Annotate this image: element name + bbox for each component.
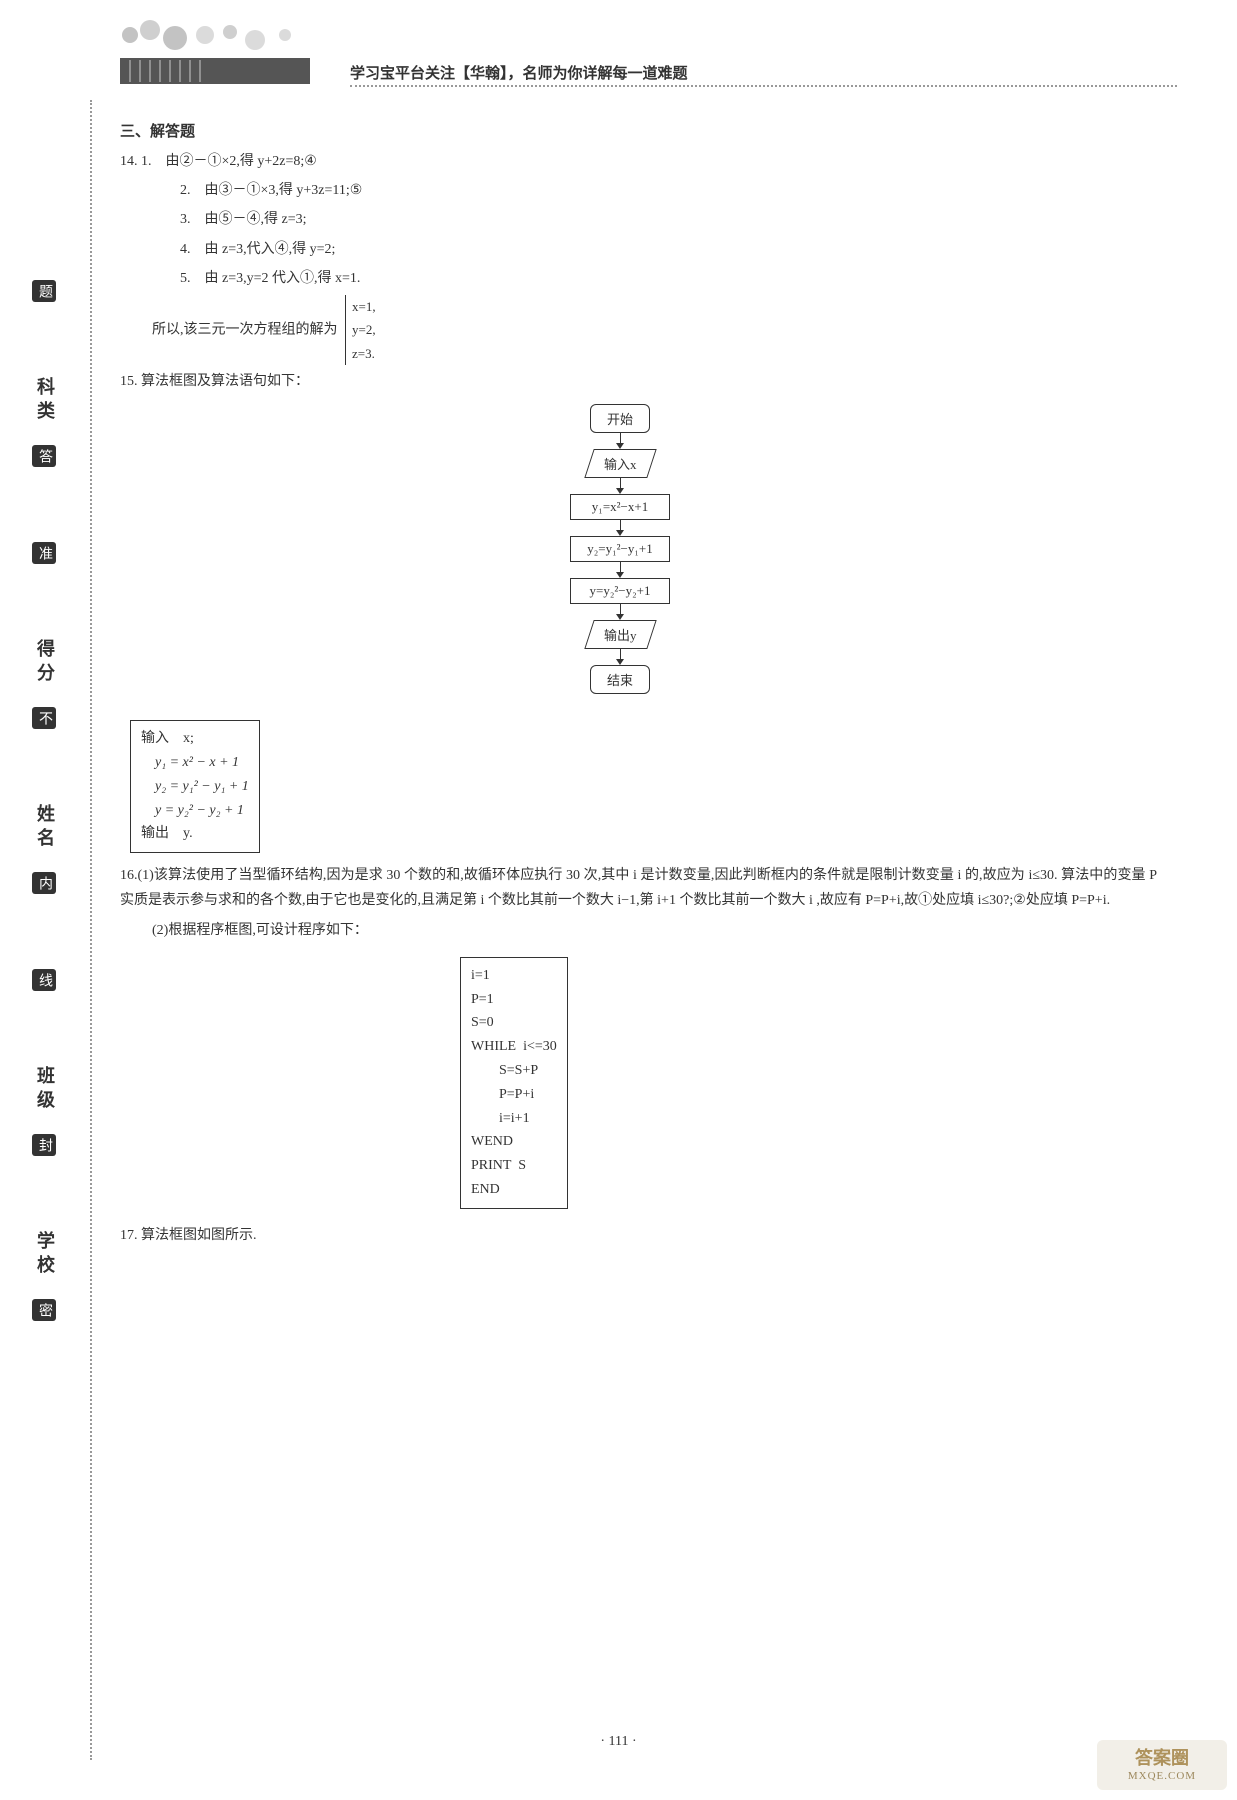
q16-code-box: i=1 P=1 S=0 WHILE i<=30 S=S+P P=P+i i=i+… xyxy=(460,957,568,1209)
q14-result: 所以,该三元一次方程组的解为 x=1, y=2, z=3. xyxy=(120,295,1157,365)
watermark-title: 答案圈 xyxy=(1097,1744,1227,1770)
tab-main: 得分 xyxy=(32,639,58,687)
page-header: 学习宝平台关注【华翰】，名师为你详解每一道难题 xyxy=(110,20,1197,100)
watermark-badge: 答案圈 MXQE.COM xyxy=(1097,1740,1227,1790)
code-line: S=S+P xyxy=(471,1059,557,1083)
tab-main: 科类 xyxy=(32,377,58,425)
code-line: y₁ = x² − x + 1 xyxy=(141,751,249,775)
code-line: P=1 xyxy=(471,988,557,1012)
tab-sub: 答 xyxy=(32,445,56,467)
left-margin-tabs: 题 科类 答 准 得分 不 姓名 内 线 班级 封 学校 密 xyxy=(32,280,58,1396)
page-number: · 111 · xyxy=(600,1734,636,1750)
tab-sub: 题 xyxy=(32,280,56,302)
flow-step: y₁=x²−x+1 xyxy=(570,494,670,520)
q14-sol-y: y=2, xyxy=(352,318,376,341)
flow-arrow-icon xyxy=(540,520,700,536)
tab-main: 班级 xyxy=(32,1066,58,1114)
tab-main: 学校 xyxy=(32,1231,58,1279)
flow-step: y₂=y₁²−y₁+1 xyxy=(570,536,670,562)
content-area: 三、解答题 14. 1. 由②－①×2,得 y+2z=8;④ 2. 由③－①×3… xyxy=(110,120,1197,1248)
tab-sub: 密 xyxy=(32,1299,56,1321)
tab-group: 学校 密 xyxy=(32,1231,58,1326)
header-title: 学习宝平台关注【华翰】，名师为你详解每一道难题 xyxy=(350,62,688,83)
q14-line: 5. 由 z=3,y=2 代入①,得 x=1. xyxy=(120,266,1157,291)
tab-group: 科类 答 xyxy=(32,377,58,472)
code-line: 输出 y. xyxy=(141,822,249,846)
flow-end: 结束 xyxy=(590,665,650,694)
tab-group: 得分 不 xyxy=(32,639,58,734)
code-line: 输入 x; xyxy=(141,727,249,751)
flow-output-label: 输出y xyxy=(604,625,637,644)
tab-group: 姓名 内 xyxy=(32,804,58,899)
watermark-url: MXQE.COM xyxy=(1097,1770,1227,1782)
tab-group: 线 xyxy=(32,969,58,996)
tab-sub: 封 xyxy=(32,1134,56,1156)
tab-group: 题 xyxy=(32,280,58,307)
code-line: y₂ = y₁² − y₁ + 1 xyxy=(141,775,249,799)
flow-arrow-icon xyxy=(540,478,700,494)
tab-sub: 内 xyxy=(32,872,56,894)
q14-line: 2. 由③－①×3,得 y+3z=11;⑤ xyxy=(120,178,1157,203)
section-title: 三、解答题 xyxy=(120,120,1157,141)
q17-intro: 17. 算法框图如图所示. xyxy=(120,1223,1157,1248)
flow-step: y=y₂²−y₂+1 xyxy=(570,578,670,604)
code-line: PRINT S xyxy=(471,1154,557,1178)
q14-result-prefix: 所以,该三元一次方程组的解为 xyxy=(152,322,338,337)
flow-arrow-icon xyxy=(540,562,700,578)
tab-sub: 准 xyxy=(32,542,56,564)
q16-para: 16.(1)该算法使用了当型循环结构,因为是求 30 个数的和,故循环体应执行 … xyxy=(120,863,1157,913)
q15-intro: 15. 算法框图及算法语句如下： xyxy=(120,369,1157,394)
code-line: S=0 xyxy=(471,1011,557,1035)
flow-input: 输入x xyxy=(584,449,656,478)
q16-part2-intro: (2)根据程序框图,可设计程序如下： xyxy=(120,918,1157,943)
q14-line: 14. 1. 由②－①×2,得 y+2z=8;④ xyxy=(120,149,1157,174)
code-line: END xyxy=(471,1178,557,1202)
code-line: WEND xyxy=(471,1130,557,1154)
flow-arrow-icon xyxy=(540,649,700,665)
flow-arrow-icon xyxy=(540,604,700,620)
flow-start: 开始 xyxy=(590,404,650,433)
q14-line: 3. 由⑤－④,得 z=3; xyxy=(120,207,1157,232)
q14-line: 4. 由 z=3,代入④,得 y=2; xyxy=(120,237,1157,262)
q15-flowchart: 开始 输入x y₁=x²−x+1 y₂=y₁²−y₁+1 y=y₂²−y₂+1 … xyxy=(540,404,700,694)
q14-sol-x: x=1, xyxy=(352,295,376,318)
flow-input-label: 输入x xyxy=(604,454,637,473)
tab-group: 准 xyxy=(32,542,58,569)
header-rule xyxy=(350,85,1177,87)
q14-sol-z: z=3. xyxy=(352,342,376,365)
tab-sub: 不 xyxy=(32,707,56,729)
header-ornament-icon xyxy=(110,20,320,90)
code-line: y = y₂² − y₂ + 1 xyxy=(141,799,249,823)
code-line: i=1 xyxy=(471,964,557,988)
tab-group: 班级 封 xyxy=(32,1066,58,1161)
margin-dotted-line xyxy=(90,100,92,1760)
q15-code-box: 输入 x; y₁ = x² − x + 1 y₂ = y₁² − y₁ + 1 … xyxy=(130,720,260,853)
tab-sub: 线 xyxy=(32,969,56,991)
flow-arrow-icon xyxy=(540,433,700,449)
flow-output: 输出y xyxy=(584,620,656,649)
code-line: WHILE i<=30 xyxy=(471,1035,557,1059)
code-line: i=i+1 xyxy=(471,1107,557,1131)
tab-main: 姓名 xyxy=(32,804,58,852)
page: 题 科类 答 准 得分 不 姓名 内 线 班级 封 学校 密 xyxy=(0,0,1237,1800)
code-line: P=P+i xyxy=(471,1083,557,1107)
